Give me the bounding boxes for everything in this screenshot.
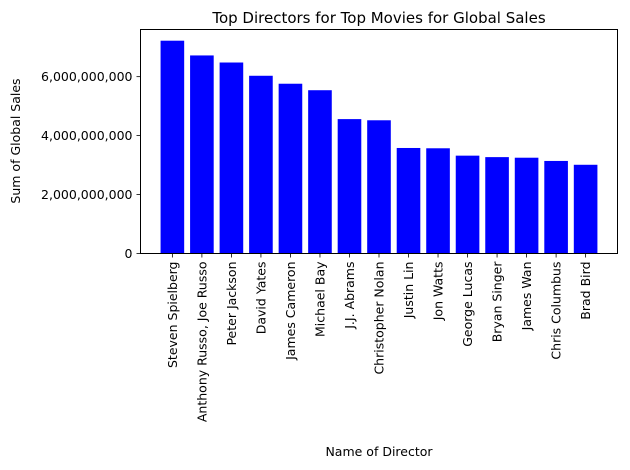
x-tick-label: David Yates: [253, 262, 268, 335]
x-tick-label: James Wan: [519, 262, 534, 332]
bar: [278, 83, 303, 254]
bar: [219, 62, 244, 254]
y-tick-label: 2,000,000,000: [41, 187, 132, 202]
bar: [308, 90, 332, 254]
y-tick-label: 6,000,000,000: [41, 69, 132, 84]
bar: [337, 119, 362, 254]
y-tick-label: 0: [125, 246, 133, 261]
x-tick-label: Michael Bay: [312, 261, 327, 337]
chart-title: Top Directors for Top Movies for Global …: [211, 9, 545, 27]
x-tick-label: James Cameron: [283, 262, 298, 361]
bar: [544, 160, 568, 254]
x-tick-label: Steven Spielberg: [165, 262, 180, 369]
bars-group: [160, 40, 598, 254]
x-tick-label: Christopher Nolan: [372, 262, 387, 375]
bar: [367, 120, 391, 254]
x-tick-label: J.J. Abrams: [342, 262, 357, 330]
plot-frame: [140, 29, 618, 254]
x-tick-label: George Lucas: [460, 262, 475, 347]
x-axis-label: Name of Director: [325, 444, 433, 459]
bar: [485, 157, 509, 254]
x-tick-label: Anthony Russo, Joe Russo: [194, 262, 209, 423]
bar: [249, 75, 273, 254]
bar: [455, 155, 480, 254]
bar: [573, 164, 598, 254]
x-tick-label: Justin Lin: [401, 262, 416, 320]
x-tick-label: Chris Columbus: [549, 262, 564, 360]
x-tick-label: Brad Bird: [578, 262, 593, 320]
x-tick-label: Jon Watts: [431, 262, 446, 322]
bar: [426, 148, 450, 254]
bar: [190, 55, 214, 254]
y-tick-label: 4,000,000,000: [41, 128, 132, 143]
x-tick-label: Peter Jackson: [224, 262, 239, 346]
y-axis-ticks: 0 2,000,000,000 4,000,000,000 6,000,000,000: [41, 69, 141, 261]
y-axis-label: Sum of Global Sales: [8, 78, 23, 203]
bar: [160, 40, 185, 254]
bar: [396, 147, 421, 254]
x-axis-ticks: Steven Spielberg Anthony Russo, Joe Russo…: [165, 253, 593, 423]
bar: [514, 157, 539, 254]
x-tick-label: Bryan Singer: [490, 261, 505, 343]
